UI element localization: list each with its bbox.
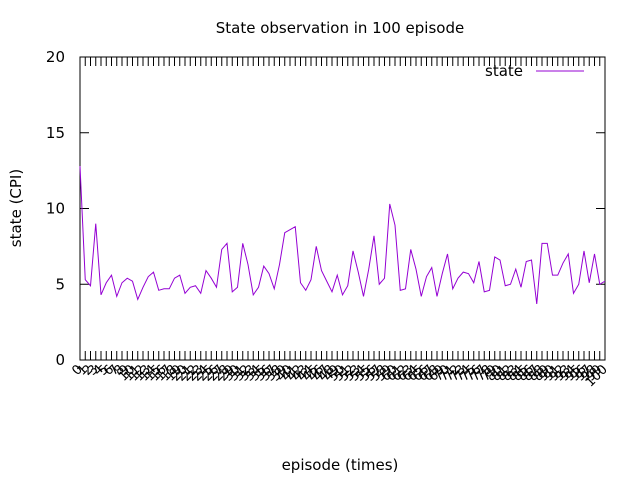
y-tick-label: 10 bbox=[46, 200, 65, 218]
plot-border bbox=[79, 56, 606, 361]
y-tick-label: 15 bbox=[46, 124, 65, 142]
series-line-state bbox=[79, 166, 606, 304]
y-tick-label: 5 bbox=[55, 275, 65, 293]
x-axis: 0123456789101112131415161718192021222324… bbox=[69, 57, 611, 390]
y-axis-label: state (CPI) bbox=[7, 169, 25, 247]
y-tick-label: 0 bbox=[55, 351, 65, 369]
chart-title: State observation in 100 episode bbox=[216, 19, 464, 37]
y-axis: 0 5 10 15 20 bbox=[46, 48, 605, 369]
y-tick-label: 20 bbox=[46, 48, 65, 66]
legend: state bbox=[485, 62, 584, 80]
x-axis-label: episode (times) bbox=[282, 456, 399, 474]
legend-label: state bbox=[485, 62, 523, 80]
series-group bbox=[79, 166, 606, 304]
